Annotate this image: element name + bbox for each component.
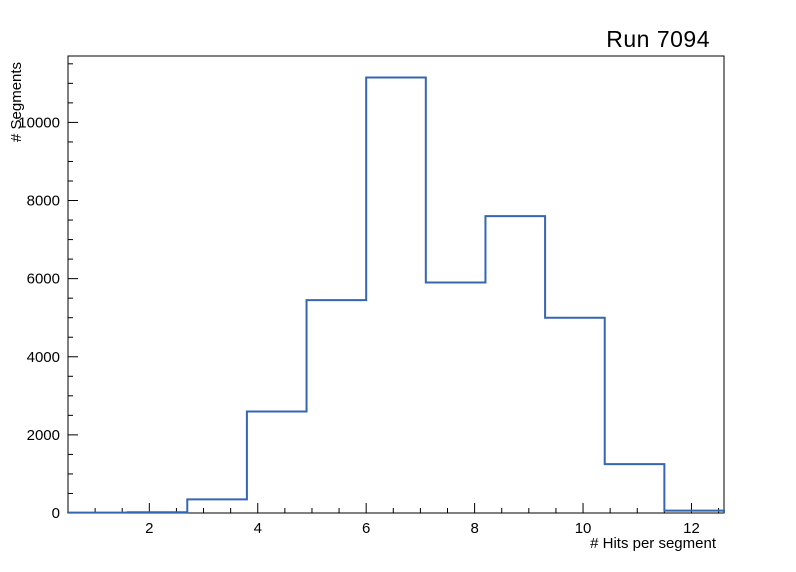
y-tick-label: 10000	[18, 114, 60, 131]
y-tick-label: 4000	[27, 349, 60, 366]
x-tick-label: 10	[575, 520, 592, 537]
y-tick-label: 6000	[27, 271, 60, 288]
chart-title: Run 7094	[606, 26, 710, 52]
y-tick-label: 8000	[27, 193, 60, 210]
y-tick-label: 2000	[27, 427, 60, 444]
x-tick-label: 8	[470, 520, 478, 537]
x-tick-label: 2	[145, 520, 153, 537]
y-tick-label: 0	[52, 505, 60, 522]
x-axis-label: # Hits per segment	[590, 535, 716, 552]
y-axis-label: # Segments	[8, 61, 25, 142]
histogram-line	[67, 76, 725, 514]
x-tick-label: 6	[362, 520, 370, 537]
x-tick-label: 12	[683, 520, 700, 537]
plot-frame	[67, 55, 725, 514]
x-tick-label: 4	[254, 520, 262, 537]
